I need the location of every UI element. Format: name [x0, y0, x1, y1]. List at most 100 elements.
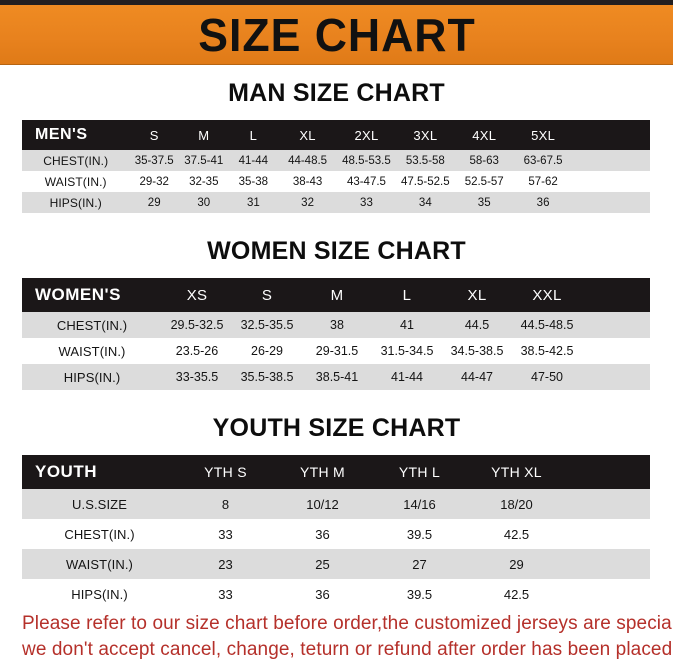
- table-row: WAIST(IN.) 23.5-26 26-29 29-31.5 31.5-34…: [22, 338, 650, 364]
- youth-r3-c0: 33: [218, 586, 233, 602]
- man-header-row: MEN'S S M L XL 2XL 3XL 4XL 5XL: [22, 120, 650, 150]
- women-r1-c1: 26-29: [251, 344, 283, 358]
- man-r1-c5: 47.5-52.5: [401, 175, 450, 188]
- table-row: WAIST(IN.) 23 25 27 29: [22, 549, 650, 579]
- man-r2-c7: 36: [536, 196, 550, 209]
- youth-r0-c2: 14/16: [403, 496, 436, 512]
- youth-size-table: YOUTH YTH S YTH M YTH L YTH XL U.S.SIZE …: [22, 455, 650, 609]
- man-r1-c6: 52.5-57: [464, 175, 504, 188]
- man-size-section: MAN SIZE CHART MEN'S S M L XL 2XL 3XL 4X…: [0, 79, 673, 213]
- man-r2-c1: 30: [197, 196, 211, 209]
- youth-row-1-label: CHEST(IN.): [64, 526, 135, 542]
- youth-r0-c3: 18/20: [500, 496, 533, 512]
- youth-header-row: YOUTH YTH S YTH M YTH L YTH XL: [22, 455, 650, 489]
- man-r1-c3: 38-43: [292, 175, 323, 188]
- youth-r3-c1: 36: [315, 586, 330, 602]
- man-col-3: XL: [299, 127, 316, 143]
- women-col-1: S: [261, 286, 273, 304]
- women-r2-c3: 41-44: [391, 370, 423, 384]
- top-dark-strip: [0, 0, 673, 5]
- women-r0-c5: 44.5-48.5: [520, 318, 574, 332]
- youth-col-spacer: [565, 455, 650, 489]
- man-section-title: MAN SIZE CHART: [228, 79, 445, 107]
- women-corner-label: WOMEN'S: [35, 285, 121, 304]
- youth-row-0-label: U.S.SIZE: [72, 496, 127, 512]
- table-row: HIPS(IN.) 33-35.5 35.5-38.5 38.5-41 41-4…: [22, 364, 650, 390]
- man-r0-c2: 41-44: [238, 154, 269, 167]
- man-r1-spacer: [573, 171, 650, 192]
- man-r1-c7: 57-62: [528, 175, 558, 188]
- women-header-row: WOMEN'S XS S M L XL XXL: [22, 278, 650, 312]
- women-col-4: XL: [467, 286, 487, 304]
- youth-r1-c3: 42.5: [503, 526, 530, 542]
- man-r1-c0: 29-32: [139, 175, 169, 188]
- man-col-5: 3XL: [413, 127, 438, 143]
- man-r0-spacer: [573, 150, 650, 171]
- youth-r2-c0: 23: [218, 556, 233, 572]
- table-row: HIPS(IN.) 29 30 31 32 33 34 35 36: [22, 192, 650, 213]
- women-col-2: M: [330, 286, 344, 304]
- women-r0-c2: 38: [330, 318, 344, 332]
- youth-r0-spacer: [565, 489, 650, 519]
- women-r0-spacer: [582, 312, 650, 338]
- man-r0-c3: 44-48.5: [288, 154, 328, 167]
- man-col-7: 5XL: [531, 127, 556, 143]
- women-r1-c3: 31.5-34.5: [380, 344, 434, 358]
- youth-corner-label: YOUTH: [35, 462, 97, 481]
- man-r0-c4: 48.5-53.5: [342, 154, 391, 167]
- women-r2-spacer: [582, 364, 650, 390]
- man-r0-c1: 37.5-41: [184, 154, 224, 167]
- women-size-table: WOMEN'S XS S M L XL XXL CHEST(IN.) 29.5-…: [22, 278, 650, 390]
- man-r2-c4: 33: [360, 196, 373, 209]
- women-row-0-label: CHEST(IN.): [56, 317, 128, 333]
- youth-r2-spacer: [565, 549, 650, 579]
- youth-row-2-label: WAIST(IN.): [66, 556, 133, 572]
- man-col-1: M: [198, 127, 210, 143]
- man-col-6: 4XL: [472, 127, 497, 143]
- man-r0-c5: 53.5-58: [405, 154, 445, 167]
- man-table-head: MEN'S S M L XL 2XL 3XL 4XL 5XL: [22, 120, 650, 150]
- women-r1-c5: 38.5-42.5: [520, 344, 574, 358]
- youth-table-head: YOUTH YTH S YTH M YTH L YTH XL: [22, 455, 650, 489]
- table-row: CHEST(IN.) 33 36 39.5 42.5: [22, 519, 650, 549]
- youth-r1-c1: 36: [315, 526, 330, 542]
- man-table-body: CHEST(IN.) 35-37.5 37.5-41 41-44 44-48.5…: [22, 150, 650, 213]
- youth-r1-c2: 39.5: [406, 526, 433, 542]
- women-r1-c2: 29-31.5: [315, 344, 359, 358]
- youth-r0-c0: 8: [221, 496, 230, 512]
- policy-note-line-2: we don't accept cancel, change, teturn o…: [22, 639, 673, 660]
- man-row-1-label: WAIST(IN.): [44, 174, 107, 189]
- youth-table-body: U.S.SIZE 8 10/12 14/16 18/20 CHEST(IN.) …: [22, 489, 650, 609]
- man-col-spacer: [573, 120, 650, 150]
- youth-r2-c1: 25: [315, 556, 330, 572]
- man-r2-c3: 32: [301, 196, 314, 209]
- women-r0-c0: 29.5-32.5: [170, 318, 224, 332]
- women-table-head: WOMEN'S XS S M L XL XXL: [22, 278, 650, 312]
- table-row: U.S.SIZE 8 10/12 14/16 18/20: [22, 489, 650, 519]
- table-row: CHEST(IN.) 35-37.5 37.5-41 41-44 44-48.5…: [22, 150, 650, 171]
- women-r0-c3: 41: [400, 318, 414, 332]
- youth-r1-c0: 33: [218, 526, 233, 542]
- youth-r3-spacer: [565, 579, 650, 609]
- women-r2-c0: 33-35.5: [175, 370, 219, 384]
- man-r1-c2: 35-38: [238, 175, 269, 188]
- youth-col-2: YTH L: [398, 464, 441, 480]
- women-r0-c4: 44.5: [464, 318, 490, 332]
- women-r0-c1: 32.5-35.5: [240, 318, 294, 332]
- youth-size-section: YOUTH SIZE CHART YOUTH YTH S YTH M YTH L…: [0, 414, 673, 609]
- man-col-4: 2XL: [354, 127, 379, 143]
- table-row: WAIST(IN.) 29-32 32-35 35-38 38-43 43-47…: [22, 171, 650, 192]
- man-row-2-label: HIPS(IN.): [49, 195, 102, 210]
- man-r0-c7: 63-67.5: [523, 154, 563, 167]
- man-col-0: S: [149, 127, 159, 143]
- youth-section-title: YOUTH SIZE CHART: [212, 414, 461, 442]
- man-r0-c0: 35-37.5: [134, 154, 174, 167]
- man-size-table: MEN'S S M L XL 2XL 3XL 4XL 5XL CHEST(IN.…: [22, 120, 650, 213]
- man-r1-c4: 43-47.5: [346, 175, 386, 188]
- table-row: HIPS(IN.) 33 36 39.5 42.5: [22, 579, 650, 609]
- women-r2-c4: 44-47: [461, 370, 493, 384]
- man-col-2: L: [249, 127, 258, 143]
- youth-r2-c2: 27: [412, 556, 427, 572]
- women-r2-c1: 35.5-38.5: [240, 370, 294, 384]
- women-r2-c5: 47-50: [531, 370, 563, 384]
